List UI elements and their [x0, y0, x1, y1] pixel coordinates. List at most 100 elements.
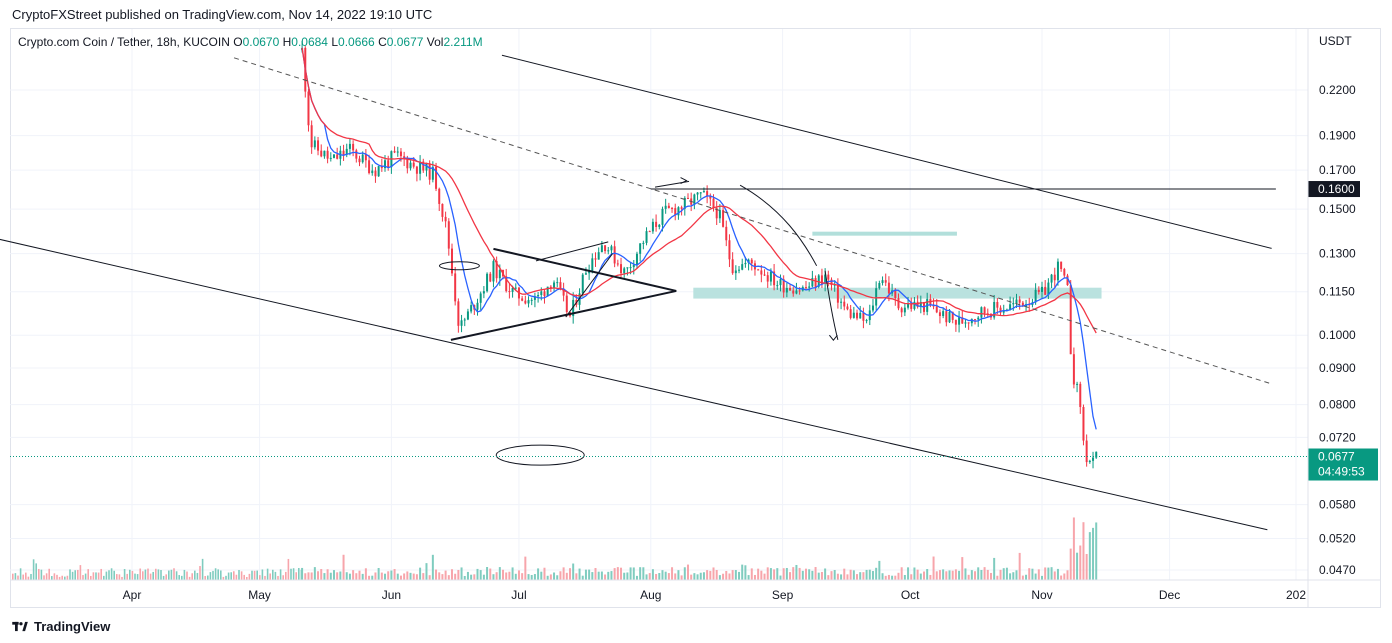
volume-bar	[25, 572, 27, 580]
volume-bar	[243, 574, 245, 580]
volume-bar	[175, 571, 178, 580]
candle-body	[843, 301, 846, 307]
volume-bar	[32, 559, 35, 580]
volume-bar	[1060, 575, 1063, 580]
candle-body	[859, 312, 862, 319]
arrow-head	[828, 334, 838, 341]
candle-body	[996, 301, 999, 308]
candle-body	[913, 301, 916, 309]
volume-bar	[766, 567, 769, 580]
candle-body	[655, 221, 658, 227]
volume-bar	[986, 569, 989, 580]
x-tick-label: Apr	[123, 588, 142, 602]
candle-body	[635, 253, 638, 265]
candle-body	[651, 221, 654, 232]
volume-bar	[103, 575, 105, 580]
volume-bar	[910, 574, 913, 580]
volume-bar	[996, 575, 999, 580]
currency-label: USDT	[1319, 34, 1352, 48]
x-tick-label: May	[248, 588, 271, 602]
candle-body	[352, 143, 355, 151]
volume-bar	[479, 570, 482, 580]
candle-body	[702, 191, 705, 193]
candle-body	[897, 298, 900, 309]
volume-bar	[240, 571, 243, 580]
volume-bar	[1021, 575, 1024, 580]
volume-bar	[56, 574, 58, 580]
chart-frame[interactable]	[10, 28, 1381, 608]
candle-body	[903, 307, 906, 313]
volume-bar	[967, 574, 970, 580]
volume-bar	[199, 566, 201, 580]
x-tick-label: Sep	[772, 588, 794, 602]
volume-bar	[540, 571, 543, 580]
volume-bar	[798, 567, 801, 580]
candle-body	[326, 150, 329, 159]
volume-bar	[342, 554, 345, 580]
volume-bar	[958, 570, 961, 580]
candle-body	[632, 264, 635, 268]
volume-bar	[48, 568, 50, 580]
volume-bar	[731, 570, 734, 580]
candle-body	[1009, 304, 1012, 310]
published-header: CryptoFXStreet published on TradingView.…	[12, 7, 433, 22]
volume-bar	[409, 572, 412, 580]
volume-bar	[929, 574, 932, 580]
candle-body	[607, 250, 610, 252]
candle-body	[970, 319, 973, 324]
volume-bar	[543, 567, 546, 580]
volume-bar	[938, 570, 941, 580]
candle-body	[377, 166, 380, 177]
volume-bar	[188, 576, 191, 580]
volume-bar	[345, 572, 348, 580]
volume-bar	[856, 574, 859, 580]
candle-body	[332, 154, 335, 158]
volume-bar	[964, 568, 967, 580]
candle-body	[435, 166, 438, 189]
volume-bar	[113, 570, 115, 580]
volume-bar	[253, 570, 256, 580]
volume-bar	[527, 574, 530, 580]
volume-bar	[422, 573, 425, 580]
candle-body	[447, 221, 450, 249]
volume-bar	[907, 567, 910, 580]
candle-body	[419, 161, 422, 174]
candle-body	[572, 299, 575, 317]
candle-body	[945, 311, 948, 323]
candle-body	[498, 269, 501, 279]
candle-body	[942, 311, 945, 317]
volume-bar	[470, 574, 473, 580]
volume-bar	[307, 572, 310, 580]
volume-bar	[428, 575, 431, 580]
volume-bar	[191, 573, 193, 580]
hand-drawn-arrow	[739, 184, 818, 267]
tradingview-footer[interactable]: TradingView	[12, 619, 110, 634]
volume-bar	[524, 556, 527, 580]
candle-body	[820, 275, 823, 284]
arrow-head	[680, 177, 688, 185]
volume-bar	[168, 570, 170, 580]
candle-body	[412, 162, 415, 167]
candle-body	[1082, 407, 1085, 441]
volume-bar	[387, 571, 390, 580]
candle-body	[521, 298, 524, 301]
candle-body	[782, 279, 785, 293]
volume-bar	[881, 573, 884, 580]
volume-bar	[613, 568, 616, 580]
dashed-trendline	[233, 57, 1272, 385]
volume-bar	[804, 568, 807, 580]
volume-bar	[546, 575, 549, 580]
candle-body	[1015, 299, 1018, 304]
volume-bar	[597, 571, 600, 580]
volume-bar	[1082, 522, 1085, 580]
volume-bar	[425, 563, 428, 580]
volume-bar	[492, 574, 495, 580]
candle-body	[310, 125, 313, 148]
volume-bar	[747, 575, 750, 580]
volume-bar	[149, 573, 152, 580]
candle-body	[993, 301, 996, 318]
volume-bar	[415, 574, 418, 580]
candle-body	[374, 170, 377, 177]
volume-bar	[954, 569, 957, 580]
